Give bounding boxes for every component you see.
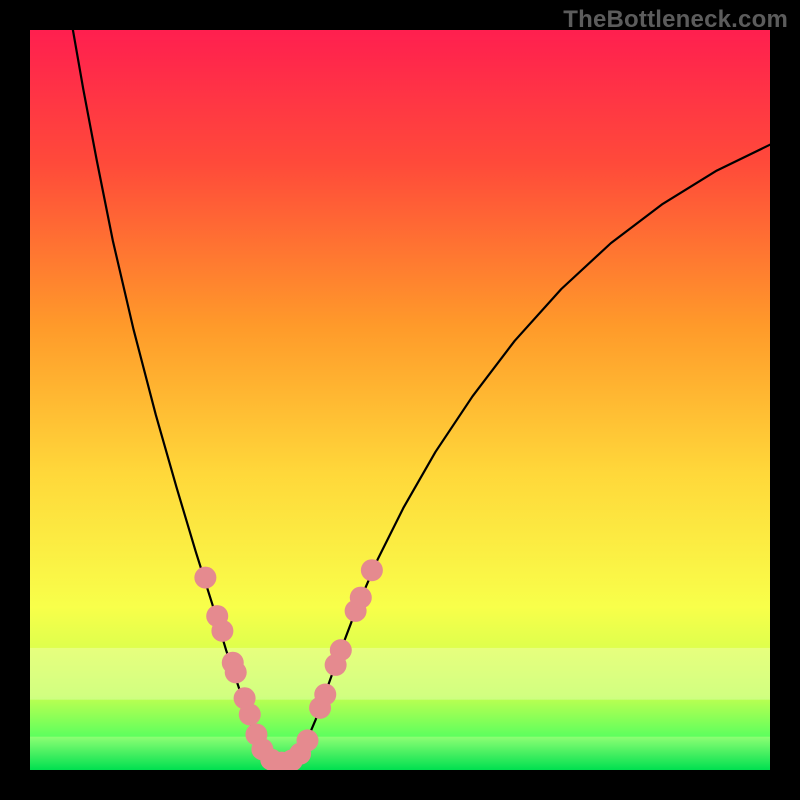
dot [350,587,372,609]
dot [297,729,319,751]
green-zone [30,737,770,770]
dot [194,567,216,589]
dot [361,559,383,581]
dot [314,684,336,706]
dot [239,704,261,726]
plot-area [30,30,770,770]
plot-svg [30,30,770,770]
chart-frame: TheBottleneck.com [0,0,800,800]
dot [330,639,352,661]
confidence-band [30,648,770,700]
dot [211,620,233,642]
dot [225,661,247,683]
